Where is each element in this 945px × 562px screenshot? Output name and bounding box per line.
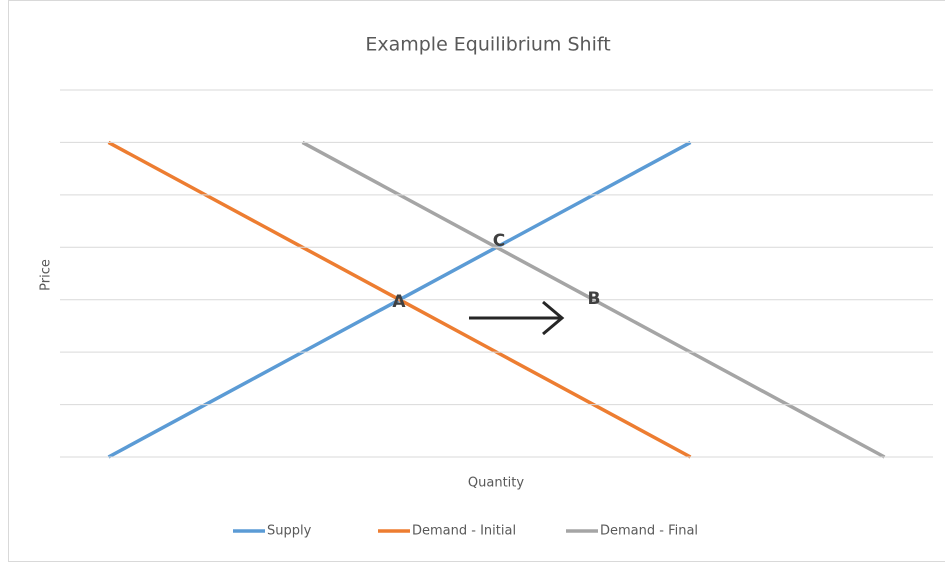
- legend-label: Supply: [267, 524, 312, 539]
- legend-item: Demand - Final: [566, 524, 698, 539]
- x-axis-label: Quantity: [468, 476, 524, 491]
- legend-label: Demand - Initial: [412, 524, 516, 539]
- chart-title: Example Equilibrium Shift: [365, 34, 610, 56]
- legend-item: Supply: [233, 524, 312, 539]
- annotation: C: [493, 231, 505, 251]
- legend-label: Demand - Final: [600, 524, 698, 539]
- legend-item: Demand - Initial: [378, 524, 516, 539]
- annotation: B: [588, 289, 601, 309]
- y-axis-label: Price: [39, 259, 54, 291]
- shift-arrow: [469, 300, 565, 336]
- annotation: A: [392, 292, 406, 312]
- chart-border: [8, 0, 945, 562]
